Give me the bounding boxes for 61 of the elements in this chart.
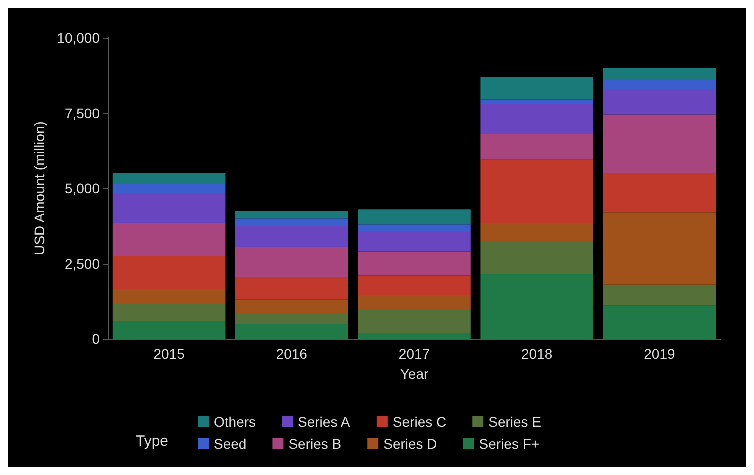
bar bbox=[112, 184, 226, 194]
bar bbox=[236, 218, 348, 226]
legend-label: Seed bbox=[214, 436, 247, 452]
y-tick-label: 0 bbox=[92, 331, 100, 347]
bar bbox=[358, 310, 471, 333]
bar bbox=[603, 212, 716, 285]
bar bbox=[603, 173, 716, 213]
bar bbox=[112, 193, 226, 224]
legend-label: Series E bbox=[488, 414, 542, 430]
y-tick-label: 7,500 bbox=[64, 105, 100, 122]
bar bbox=[358, 332, 471, 339]
bar bbox=[603, 89, 716, 115]
bar bbox=[603, 114, 716, 174]
bar bbox=[480, 160, 594, 224]
y-tick-label: 5,000 bbox=[64, 180, 100, 196]
legend-label: Series A bbox=[298, 414, 351, 430]
bar bbox=[358, 252, 471, 276]
bar bbox=[603, 80, 716, 90]
bar bbox=[112, 289, 226, 304]
x-tick-label: 2019 bbox=[644, 346, 676, 362]
bar bbox=[480, 241, 594, 274]
bar bbox=[358, 276, 471, 296]
bar bbox=[480, 77, 594, 100]
bar bbox=[236, 313, 348, 324]
bar bbox=[236, 277, 348, 300]
bar bbox=[480, 223, 594, 242]
legend-label: Others bbox=[214, 414, 256, 430]
bar bbox=[236, 247, 348, 278]
legend-label: Series F+ bbox=[479, 436, 540, 452]
legend-title: Type bbox=[136, 433, 169, 450]
legend-label: Series C bbox=[392, 414, 447, 430]
bar bbox=[112, 173, 226, 184]
bar bbox=[480, 100, 594, 104]
bar bbox=[603, 284, 716, 306]
bar bbox=[112, 304, 226, 321]
bar bbox=[480, 104, 594, 134]
bar bbox=[236, 324, 348, 339]
bar bbox=[358, 210, 471, 225]
x-tick-label: 2018 bbox=[522, 346, 553, 362]
y-tick-label: 10,000 bbox=[57, 30, 100, 46]
bar bbox=[112, 223, 226, 256]
bar bbox=[236, 211, 348, 219]
y-axis-title: USD Amount (million) bbox=[31, 122, 48, 256]
x-axis-title: Year bbox=[400, 366, 429, 382]
bar bbox=[236, 300, 348, 314]
bar bbox=[112, 256, 226, 290]
bar bbox=[358, 232, 471, 252]
bar bbox=[358, 224, 471, 232]
x-tick-label: 2015 bbox=[154, 346, 186, 362]
legend-label: Series B bbox=[288, 436, 342, 452]
x-tick-label: 2016 bbox=[276, 346, 308, 362]
legend-label: Series D bbox=[384, 436, 438, 452]
bar bbox=[603, 68, 716, 80]
y-tick-label: 2,500 bbox=[64, 256, 100, 272]
bar bbox=[236, 226, 348, 248]
bar bbox=[112, 320, 226, 339]
x-tick-label: 2017 bbox=[398, 346, 430, 362]
bar bbox=[358, 295, 471, 310]
bar bbox=[603, 306, 716, 339]
bar bbox=[480, 274, 594, 339]
bar bbox=[480, 134, 594, 160]
